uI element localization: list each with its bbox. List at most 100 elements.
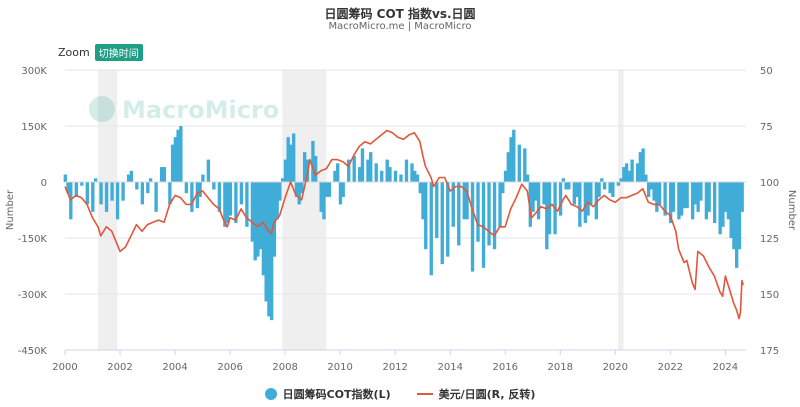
- cot-bar: [253, 182, 257, 261]
- cot-bar: [602, 182, 607, 190]
- cot-bar: [347, 159, 351, 182]
- cot-bar: [655, 182, 659, 212]
- cot-bar: [589, 182, 593, 205]
- cot-bar: [286, 137, 290, 182]
- cot-bar: [104, 182, 109, 212]
- cot-bar: [223, 182, 227, 227]
- cot-bar: [272, 182, 277, 257]
- chart-title: 日圆筹码 COT 指数vs.日圆: [324, 7, 476, 21]
- cot-bar: [264, 182, 268, 302]
- cot-bar: [594, 182, 599, 220]
- legend-item-usdjpy[interactable]: 美元/日圆(R, 反转): [416, 386, 536, 402]
- cot-bar: [267, 182, 271, 317]
- cot-bar: [170, 144, 175, 182]
- cot-bar: [578, 182, 582, 227]
- cot-bar: [451, 182, 455, 227]
- cot-bar: [558, 182, 563, 216]
- cot-bar: [424, 182, 428, 250]
- cot-bar: [611, 182, 615, 197]
- cot-bar: [195, 182, 200, 209]
- cot-bar: [492, 182, 497, 250]
- cot-bar: [528, 182, 532, 227]
- watermark-text: MacroMicro: [122, 96, 279, 124]
- cot-bar: [338, 182, 343, 205]
- shaded-period: [282, 70, 327, 350]
- left-tick-label: 150K: [21, 122, 47, 133]
- cot-bar: [154, 182, 158, 212]
- cot-bar: [404, 159, 409, 182]
- cot-bar: [333, 170, 337, 182]
- cot-bar: [531, 182, 535, 212]
- legend-item-cot[interactable]: 日圆筹码COT指数(L): [264, 386, 391, 402]
- cot-bar: [561, 178, 565, 182]
- cot-bar: [245, 182, 249, 227]
- cot-bar: [352, 155, 356, 182]
- cot-bar: [457, 182, 461, 246]
- cot-bar: [679, 182, 684, 216]
- cot-bar: [506, 152, 510, 182]
- x-tick-label: 2020: [603, 362, 628, 373]
- cot-bar: [498, 182, 502, 227]
- cot-bar: [292, 133, 296, 182]
- cot-bar: [704, 182, 709, 220]
- cot-bar: [487, 182, 491, 246]
- left-tick-label: -450K: [18, 346, 48, 357]
- cot-bar: [250, 182, 255, 242]
- x-tick-label: 2014: [437, 362, 462, 373]
- cot-bar: [140, 182, 145, 205]
- cot-bar: [567, 182, 571, 190]
- cot-bar: [110, 182, 114, 201]
- cot-bar: [126, 174, 131, 182]
- cot-bar: [641, 148, 645, 182]
- cot-bar: [162, 167, 167, 182]
- cot-bar: [198, 182, 202, 197]
- x-tick-label: 2024: [713, 362, 738, 373]
- cot-bar: [693, 182, 698, 205]
- cot-bar: [201, 174, 205, 182]
- cot-bar: [212, 182, 216, 190]
- cot-bar: [399, 174, 403, 182]
- cot-bar: [707, 182, 711, 212]
- cot-bar: [721, 182, 725, 227]
- cot-bar: [644, 174, 648, 182]
- left-axis-title: Number: [5, 189, 16, 230]
- cot-bar: [413, 170, 417, 182]
- right-axis: 50 75 100 125 150 175: [760, 66, 779, 357]
- cot-bar: [93, 178, 98, 182]
- cot-bar: [517, 144, 521, 182]
- cot-bar: [66, 182, 70, 194]
- legend-bar-marker-icon: [264, 388, 277, 400]
- cot-bar: [512, 129, 516, 182]
- right-tick-label: 100: [760, 178, 779, 189]
- cot-bar: [159, 167, 164, 182]
- x-tick-label: 2000: [52, 362, 77, 373]
- left-axis: 300K 150K 0 -150K -300K -450K: [18, 66, 48, 357]
- cot-bar: [300, 182, 304, 194]
- cot-bar: [732, 182, 736, 250]
- cot-bar: [616, 182, 621, 186]
- watermark: MacroMicro: [89, 96, 279, 124]
- cot-bar: [734, 182, 739, 268]
- left-tick-label: 300K: [21, 66, 47, 77]
- x-axis: 2000 2002 2004 2006 2008 2010 2012 2014 2016 2018…: [52, 349, 746, 373]
- x-tick-label: 2022: [658, 362, 683, 373]
- cot-bar: [74, 182, 78, 197]
- shaded-periods: [98, 70, 624, 350]
- right-tick-label: 125: [760, 234, 779, 245]
- cot-bar: [509, 137, 513, 182]
- cot-bar: [225, 182, 230, 224]
- cot-bar: [303, 152, 307, 182]
- cot-bar: [545, 182, 549, 250]
- cot-bar: [239, 182, 244, 205]
- cot-bar: [358, 167, 362, 182]
- cot-bar: [462, 182, 466, 220]
- legend-line-marker-icon: [416, 393, 433, 395]
- cot-bar: [325, 182, 329, 197]
- cot-bar: [663, 182, 667, 216]
- shaded-period: [618, 70, 624, 350]
- cot-bar: [600, 178, 604, 182]
- switch-time-button[interactable]: 切换时间: [94, 44, 143, 61]
- legend-label-usdjpy: 美元/日圆(R, 反转): [438, 388, 536, 401]
- cot-bar: [536, 182, 541, 220]
- zoom-label: Zoom: [58, 46, 90, 59]
